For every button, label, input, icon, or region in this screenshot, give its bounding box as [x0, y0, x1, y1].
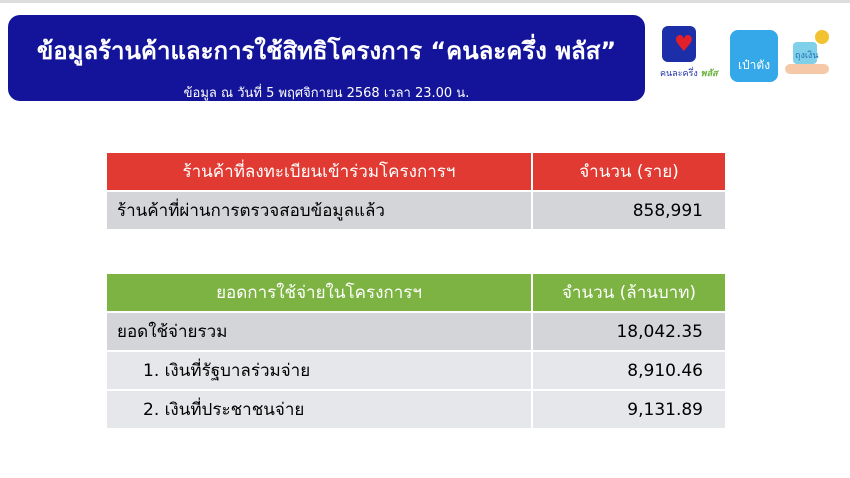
bag-icon: [793, 42, 817, 64]
spending-table: ยอดการใช้จ่ายในโครงการฯ จำนวน (ล้านบาท) …: [105, 272, 727, 430]
table-row: 2. เงินที่ประชาชนจ่าย 9,131.89: [105, 389, 727, 430]
page-subtitle: ข้อมูล ณ วันที่ 5 พฤศจิกายน 2568 เวลา 23…: [183, 86, 470, 101]
title-banner: ข้อมูลร้านค้าและการใช้สิทธิโครงการ “คนละ…: [8, 15, 645, 101]
hand-icon: [785, 64, 829, 74]
table-row: ร้านค้าที่ผ่านการตรวจสอบข้อมูลแล้ว 858,9…: [105, 190, 727, 231]
heart-icon: ♥: [674, 32, 694, 57]
top-border: [0, 0, 850, 3]
table-row: 1. เงินที่รัฐบาลร่วมจ่าย 8,910.46: [105, 350, 727, 391]
thungngoen-logo: ถุงเงิน: [785, 30, 833, 80]
table-row: ยอดใช้จ่ายรวม 18,042.35: [105, 311, 727, 352]
shops-table: ร้านค้าที่ลงทะเบียนเข้าร่วมโครงการฯ จำนว…: [105, 151, 727, 231]
puzzle-icon: [662, 26, 696, 62]
coin-icon: [815, 30, 829, 44]
khonlakhrueng-plus-logo: ♥ คนละครึ่ง พลัส: [660, 22, 725, 84]
page-title: ข้อมูลร้านค้าและการใช้สิทธิโครงการ “คนละ…: [36, 37, 617, 65]
paotang-app-logo: เป๋าตัง: [730, 30, 778, 82]
table-header: ยอดการใช้จ่ายในโครงการฯ จำนวน (ล้านบาท): [105, 272, 727, 313]
table-header: ร้านค้าที่ลงทะเบียนเข้าร่วมโครงการฯ จำนว…: [105, 151, 727, 192]
